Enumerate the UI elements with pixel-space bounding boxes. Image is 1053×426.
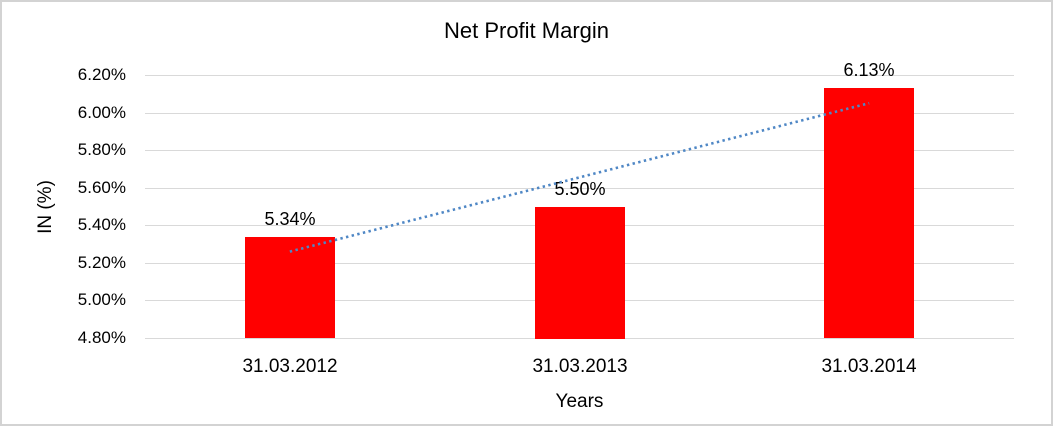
- y-tick-label: 5.60%: [77, 178, 126, 197]
- x-tick-label: 31.03.2013: [532, 356, 628, 377]
- bar: [824, 88, 914, 338]
- y-axis-title: IN (%): [35, 180, 56, 234]
- bar-data-label: 6.13%: [843, 60, 895, 80]
- x-tick-label: 31.03.2014: [821, 356, 917, 377]
- y-tick-label: 6.00%: [77, 103, 126, 122]
- bar: [245, 237, 335, 338]
- y-tick-label: 5.80%: [77, 140, 126, 159]
- chart-title: Net Profit Margin: [443, 18, 610, 43]
- y-tick-label: 4.80%: [77, 328, 126, 347]
- x-axis-title: Years: [555, 391, 604, 412]
- bar-data-label: 5.50%: [554, 179, 606, 199]
- y-tick-label: 6.20%: [77, 65, 126, 84]
- x-tick-label: 31.03.2012: [242, 356, 338, 377]
- y-tick-label: 5.00%: [77, 290, 126, 309]
- bar: [535, 207, 625, 339]
- y-tick-label: 5.20%: [77, 253, 126, 272]
- y-tick-label: 5.40%: [77, 215, 126, 234]
- gridline: [145, 75, 1014, 76]
- bar-data-label: 5.34%: [264, 209, 316, 229]
